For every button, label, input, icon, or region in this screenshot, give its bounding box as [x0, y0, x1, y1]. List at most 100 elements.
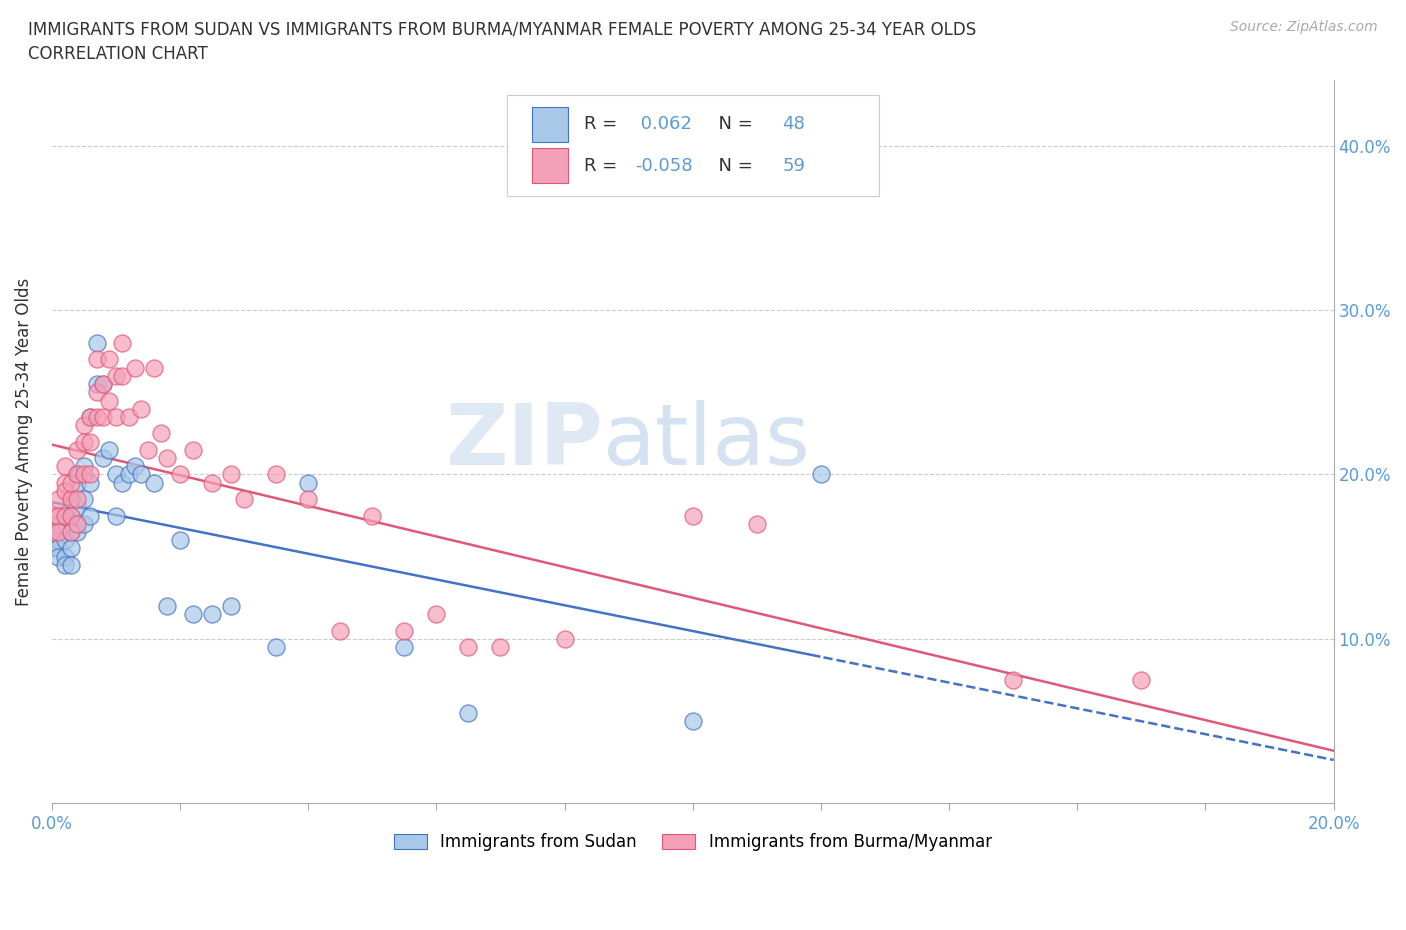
FancyBboxPatch shape: [506, 95, 879, 196]
Point: [86, 385, 108, 400]
Point: [79, 475, 101, 490]
Point: [46, 533, 69, 548]
Point: [124, 360, 146, 375]
Point: [59, 508, 82, 523]
Point: [149, 426, 172, 441]
Text: -0.058: -0.058: [636, 157, 693, 175]
Point: [79, 434, 101, 449]
Point: [169, 467, 191, 482]
Point: [104, 508, 127, 523]
Text: 48: 48: [782, 115, 806, 134]
Point: [73, 434, 96, 449]
Text: IMMIGRANTS FROM SUDAN VS IMMIGRANTS FROM BURMA/MYANMAR FEMALE POVERTY AMONG 25-3: IMMIGRANTS FROM SUDAN VS IMMIGRANTS FROM…: [28, 20, 976, 38]
Point: [124, 458, 146, 473]
Point: [73, 458, 96, 473]
Point: [1130, 672, 1153, 687]
Point: [104, 368, 127, 383]
Point: [104, 409, 127, 424]
FancyBboxPatch shape: [533, 149, 568, 183]
Point: [53, 508, 76, 523]
Point: [86, 336, 108, 351]
Point: [46, 508, 69, 523]
Point: [98, 393, 121, 408]
Point: [98, 443, 121, 458]
Point: [53, 557, 76, 572]
Point: [394, 623, 416, 638]
Point: [59, 492, 82, 507]
Point: [79, 508, 101, 523]
Point: [118, 409, 141, 424]
Point: [297, 475, 319, 490]
Point: [73, 418, 96, 432]
Point: [73, 492, 96, 507]
Point: [41, 525, 63, 539]
Point: [745, 516, 768, 531]
Point: [91, 377, 114, 392]
Point: [1002, 672, 1025, 687]
Point: [143, 475, 166, 490]
Point: [53, 533, 76, 548]
Point: [46, 525, 69, 539]
Point: [682, 713, 704, 728]
Point: [143, 360, 166, 375]
Text: CORRELATION CHART: CORRELATION CHART: [28, 45, 208, 62]
Point: [457, 705, 479, 720]
Text: N =: N =: [707, 157, 758, 175]
Point: [59, 492, 82, 507]
Point: [264, 467, 287, 482]
Point: [111, 475, 134, 490]
Point: [59, 508, 82, 523]
Point: [394, 640, 416, 655]
Point: [98, 352, 121, 366]
Point: [131, 467, 153, 482]
Point: [59, 541, 82, 556]
Point: [136, 443, 159, 458]
Point: [156, 599, 179, 614]
Point: [66, 475, 89, 490]
Point: [79, 409, 101, 424]
Point: [53, 458, 76, 473]
Point: [46, 492, 69, 507]
Point: [156, 450, 179, 465]
Point: [86, 352, 108, 366]
Point: [810, 467, 832, 482]
Point: [329, 623, 352, 638]
Point: [46, 541, 69, 556]
Text: ZIP: ZIP: [446, 400, 603, 483]
Point: [79, 467, 101, 482]
Point: [181, 443, 204, 458]
Point: [111, 336, 134, 351]
Point: [169, 533, 191, 548]
Point: [91, 409, 114, 424]
Point: [118, 467, 141, 482]
Point: [457, 640, 479, 655]
Point: [41, 541, 63, 556]
Point: [264, 640, 287, 655]
Point: [59, 525, 82, 539]
Point: [59, 557, 82, 572]
Point: [66, 443, 89, 458]
Point: [91, 377, 114, 392]
Point: [66, 525, 89, 539]
Point: [46, 516, 69, 531]
Point: [131, 401, 153, 416]
Point: [425, 606, 447, 621]
Point: [53, 508, 76, 523]
Text: R =: R =: [583, 157, 623, 175]
Legend: Immigrants from Sudan, Immigrants from Burma/Myanmar: Immigrants from Sudan, Immigrants from B…: [385, 825, 1000, 860]
Point: [111, 368, 134, 383]
Text: 59: 59: [782, 157, 806, 175]
Text: atlas: atlas: [603, 400, 811, 483]
Point: [53, 484, 76, 498]
Point: [219, 467, 242, 482]
Point: [297, 492, 319, 507]
Point: [201, 606, 224, 621]
Point: [41, 508, 63, 523]
Point: [86, 377, 108, 392]
Point: [66, 500, 89, 515]
Point: [46, 550, 69, 565]
Point: [104, 467, 127, 482]
Point: [73, 467, 96, 482]
Point: [682, 508, 704, 523]
Y-axis label: Female Poverty Among 25-34 Year Olds: Female Poverty Among 25-34 Year Olds: [15, 277, 32, 605]
